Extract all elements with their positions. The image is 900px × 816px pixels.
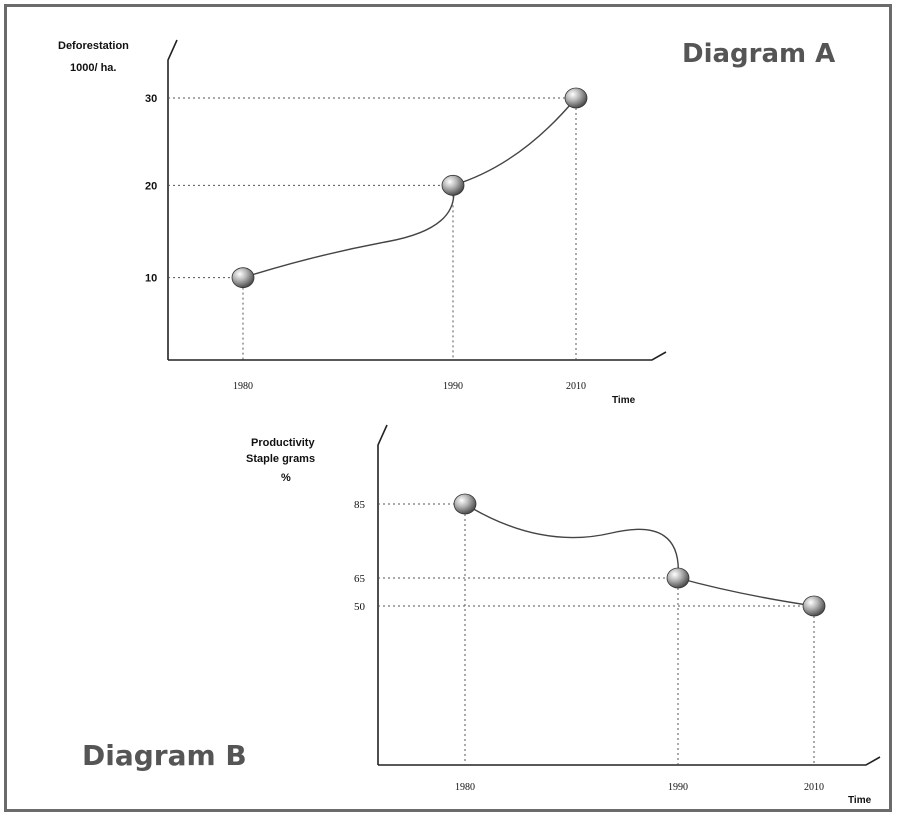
chart-a-series-line (242, 97, 577, 279)
chart-a-xlabel: Time (612, 395, 636, 406)
chart-b-y-axis (377, 424, 388, 765)
chart-b-point-marker (453, 493, 477, 515)
chart-b-x-axis (378, 756, 881, 766)
chart-a-title: Diagram A (682, 39, 835, 69)
chart-b-series-line (464, 503, 815, 607)
chart-a-point-marker (441, 174, 465, 196)
chart-a-point-marker (231, 267, 255, 289)
chart-b-ytick-label: 50 (354, 601, 366, 613)
chart-b-ylabel-line-3: % (281, 472, 291, 484)
figure-frame (4, 4, 892, 812)
chart-b-title: Diagram B (82, 739, 247, 772)
chart-a-ytick-label: 20 (145, 180, 157, 192)
chart-a-ytick-label: 30 (145, 93, 157, 105)
chart-b-ytick-label: 65 (354, 573, 366, 585)
chart-b-ylabel-line-2: Staple grams (246, 453, 315, 465)
chart-a-point-marker (564, 87, 588, 109)
chart-b-point-marker (802, 595, 826, 617)
chart-a-xtick-label: 1990 (443, 381, 463, 392)
chart-a-ylabel-line-1: Deforestation (58, 40, 129, 52)
chart-a-ytick-label: 10 (145, 273, 157, 285)
chart-a-y-axis (167, 39, 178, 360)
chart-b-ylabel-line-1: Productivity (251, 437, 315, 449)
chart-a-ylabel-line-2: 1000/ ha. (70, 62, 116, 74)
chart-b-xtick-label: 1980 (455, 782, 475, 793)
chart-a-xtick-label: 2010 (566, 381, 586, 392)
chart-a-xtick-label: 1980 (233, 381, 253, 392)
chart-a-x-axis (168, 351, 667, 361)
chart-b-ytick-label: 85 (354, 499, 366, 511)
chart-b-point-marker (666, 567, 690, 589)
chart-b-xtick-label: 2010 (804, 782, 824, 793)
chart-b-xlabel: Time (848, 795, 872, 806)
chart-b-xtick-label: 1990 (668, 782, 688, 793)
